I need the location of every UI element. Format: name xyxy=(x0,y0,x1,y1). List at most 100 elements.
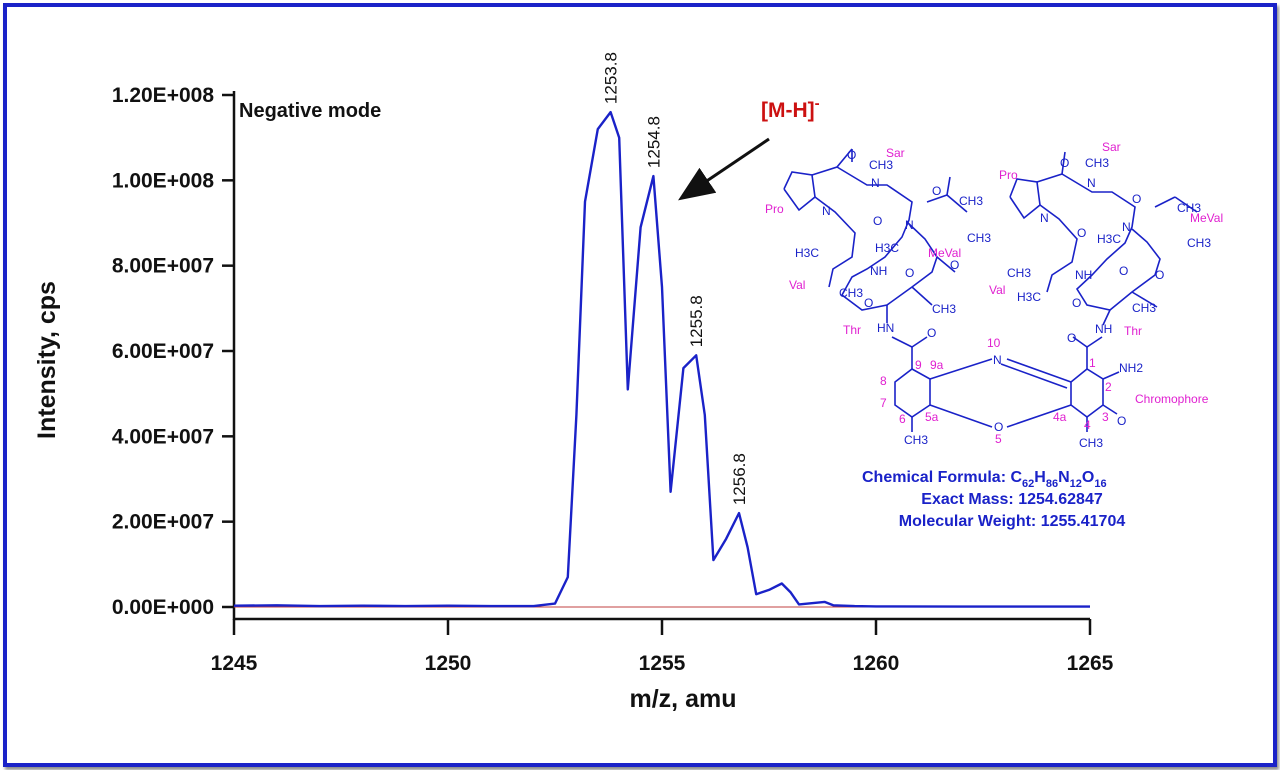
locant-3: 3 xyxy=(1102,410,1109,424)
locant-2: 2 xyxy=(1105,380,1112,394)
atom-ch3: CH3 xyxy=(1079,436,1103,450)
atom-o: O xyxy=(1072,296,1081,310)
atom-h3c: H3C xyxy=(795,246,819,260)
locant-6: 6 xyxy=(899,412,906,426)
x-tick-label: 1260 xyxy=(853,652,900,675)
x-axis-title: m/z, amu xyxy=(630,685,737,713)
y-tick-label: 8.00E+007 xyxy=(112,255,214,278)
atom-o3: O xyxy=(1117,414,1126,428)
atom-o5: O xyxy=(994,420,1003,434)
label-thr-right: Thr xyxy=(1124,324,1142,338)
locant-5: 5 xyxy=(995,432,1002,446)
label-meval-right: MeVal xyxy=(1190,211,1223,225)
atom-ch3: CH3 xyxy=(1085,156,1109,170)
phenoxazinone-chromophore xyxy=(891,336,1120,432)
ion-label-main: [M-H] xyxy=(761,99,815,122)
atom-nh: NH xyxy=(1095,322,1112,336)
x-tick-label: 1245 xyxy=(211,652,258,675)
chemical-structure: O N CH3 O CH3 N CH3 N O H3C H3C O NH O C… xyxy=(765,140,1223,450)
label-pro-right: Pro xyxy=(999,168,1018,182)
atom-o: O xyxy=(864,296,873,310)
atom-n: N xyxy=(1087,176,1096,190)
y-axis-title: Intensity, cps xyxy=(33,281,61,439)
peak-label: 1254.8 xyxy=(644,116,663,168)
atom-h3c: H3C xyxy=(1017,290,1041,304)
atom-ch3: CH3 xyxy=(904,433,928,447)
atom-ch3: CH3 xyxy=(932,302,956,316)
locant-5a: 5a xyxy=(925,410,939,424)
atom-n: N xyxy=(905,218,914,232)
y-tick-label: 6.00E+007 xyxy=(112,340,214,363)
peak-label: 1255.8 xyxy=(687,295,706,347)
label-chromophore: Chromophore xyxy=(1135,392,1209,406)
atom-ch3: CH3 xyxy=(1177,201,1201,215)
atom-o: O xyxy=(873,214,882,228)
molecular-weight: Molecular Weight: 1255.41704 xyxy=(899,513,1126,530)
ion-arrow xyxy=(678,137,770,201)
label-val-right: Val xyxy=(989,283,1005,297)
atom-n: N xyxy=(871,176,880,190)
label-pro-left: Pro xyxy=(765,202,784,216)
atom-h3c: H3C xyxy=(875,241,899,255)
series-spectrum-line xyxy=(233,110,1090,608)
label-val-left: Val xyxy=(789,278,805,292)
atom-ch3: CH3 xyxy=(1007,266,1031,280)
atom-h3c: H3C xyxy=(1097,232,1121,246)
label-sar-right: Sar xyxy=(1102,140,1121,154)
atom-o: O xyxy=(1077,226,1086,240)
atom-o: O xyxy=(905,266,914,280)
y-tick-label: 1.20E+008 xyxy=(112,84,215,107)
locant-9: 9 xyxy=(915,358,922,372)
atom-nh: NH xyxy=(1075,268,1092,282)
locant-1: 1 xyxy=(1089,356,1096,370)
ion-label-sup: - xyxy=(815,95,820,112)
atom-nh2: NH2 xyxy=(1119,361,1143,375)
exact-mass: Exact Mass: 1254.62847 xyxy=(921,491,1103,508)
atom-o: O xyxy=(1060,156,1069,170)
atom-o: O xyxy=(1067,331,1076,345)
chemical-formula: Chemical Formula: C62H86N12O16 xyxy=(862,469,1107,490)
peak-label: 1256.8 xyxy=(730,453,749,505)
x-tick-label: 1265 xyxy=(1067,652,1114,675)
locant-9a: 9a xyxy=(930,358,944,372)
atom-o: O xyxy=(932,184,941,198)
atom-n: N xyxy=(822,204,831,218)
atom-n: N xyxy=(1122,220,1131,234)
y-tick-label: 4.00E+007 xyxy=(112,425,214,448)
atom-ch3: CH3 xyxy=(959,194,983,208)
atom-o: O xyxy=(950,258,959,272)
peak-label: 1253.8 xyxy=(602,52,621,104)
atom-o: O xyxy=(1119,264,1128,278)
y-tick-label: 0.00E+000 xyxy=(112,596,214,619)
atom-o: O xyxy=(1132,192,1141,206)
y-ticks: 0.00E+000 2.00E+007 4.00E+007 6.00E+007 8.00… xyxy=(112,84,234,619)
atom-n: N xyxy=(1040,211,1049,225)
locant-4a: 4a xyxy=(1053,410,1067,424)
atom-hn: HN xyxy=(877,321,894,335)
atom-o: O xyxy=(1155,268,1164,282)
label-sar-left: Sar xyxy=(886,146,905,160)
atom-ch3: CH3 xyxy=(1132,301,1156,315)
locant-10: 10 xyxy=(987,336,1001,350)
atom-o: O xyxy=(927,326,936,340)
peak-labels: 1253.8 1254.8 1255.8 1256.8 xyxy=(602,52,749,505)
atom-o: O xyxy=(847,148,856,162)
atom-ch3: CH3 xyxy=(839,286,863,300)
label-thr-left: Thr xyxy=(843,323,861,337)
locant-4: 4 xyxy=(1084,418,1091,432)
atom-ch3: CH3 xyxy=(1187,236,1211,250)
atom-ch3: CH3 xyxy=(967,231,991,245)
y-tick-label: 2.00E+007 xyxy=(112,511,214,534)
x-ticks: 1245 1250 1255 1260 1265 xyxy=(211,619,1114,675)
ion-annotation: [M-H]- xyxy=(761,95,820,122)
locant-7: 7 xyxy=(880,396,887,410)
atom-nh: NH xyxy=(870,264,887,278)
mode-annotation: Negative mode xyxy=(239,100,381,122)
label-meval-left: MeVal xyxy=(928,246,961,260)
left-peptide-ring xyxy=(783,148,968,323)
x-tick-label: 1255 xyxy=(639,652,686,675)
y-tick-label: 1.00E+008 xyxy=(112,169,215,192)
figure-frame: 0.00E+000 2.00E+007 4.00E+007 6.00E+007 8.00… xyxy=(3,3,1277,767)
right-peptide-ring xyxy=(1009,151,1198,326)
locant-8: 8 xyxy=(880,374,887,388)
